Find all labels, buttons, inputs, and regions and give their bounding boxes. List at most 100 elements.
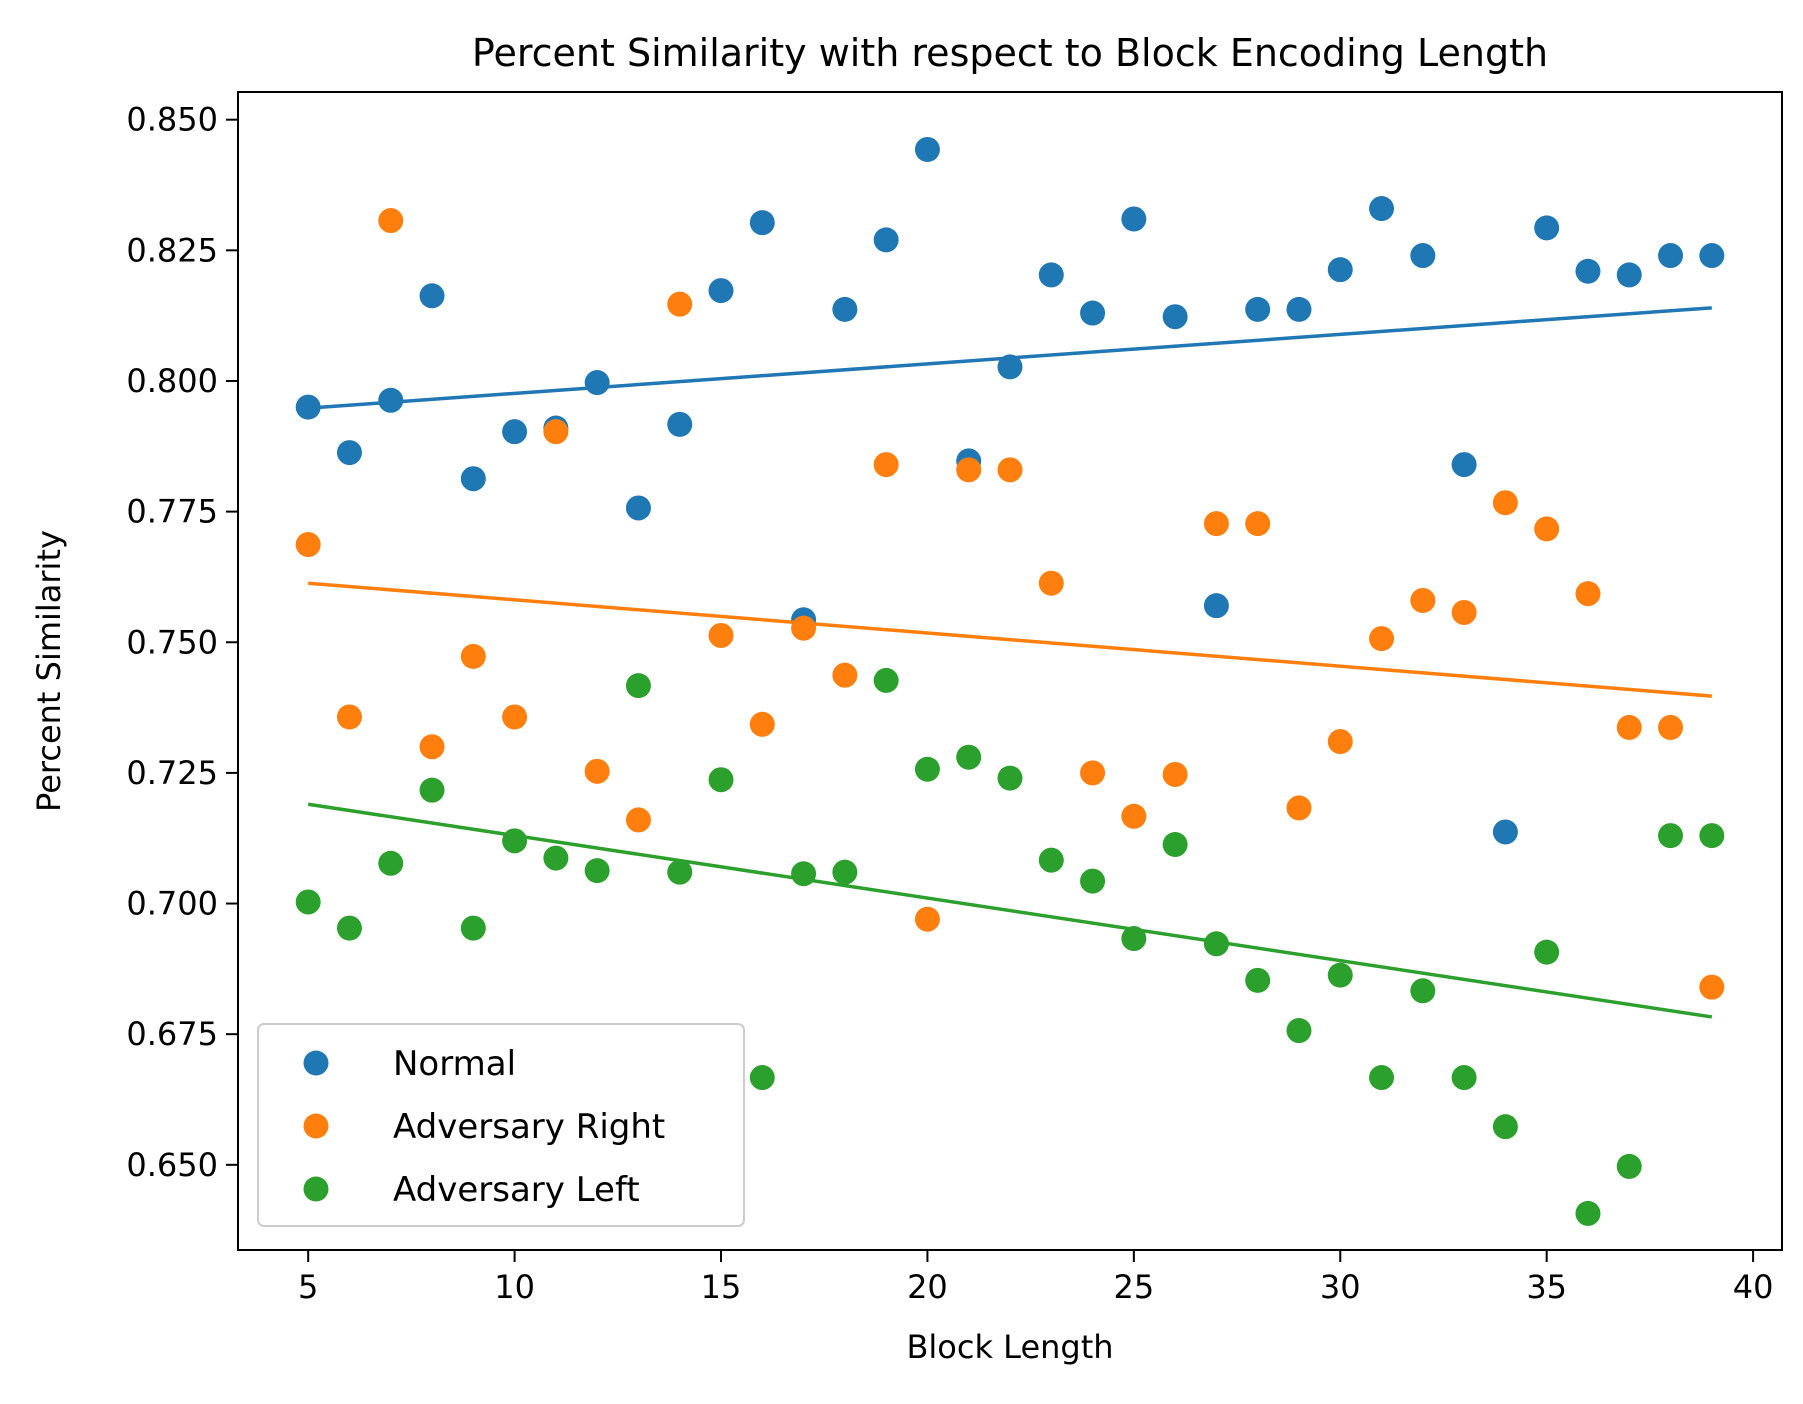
data-point <box>1410 978 1436 1004</box>
data-point <box>419 777 445 803</box>
data-point <box>1080 868 1106 894</box>
data-point <box>1534 516 1560 542</box>
data-point <box>336 440 362 466</box>
data-point <box>502 828 528 854</box>
x-tick-label: 40 <box>1733 1268 1774 1306</box>
data-point <box>1327 962 1353 988</box>
data-point <box>873 227 899 253</box>
data-point <box>1080 760 1106 786</box>
data-point <box>997 765 1023 791</box>
data-point <box>584 370 610 396</box>
data-point <box>1492 819 1518 845</box>
x-tick-label: 25 <box>1113 1268 1154 1306</box>
data-point <box>997 457 1023 483</box>
data-point <box>1492 490 1518 516</box>
data-point <box>1534 215 1560 241</box>
data-point <box>1121 803 1147 829</box>
data-point <box>749 210 775 236</box>
data-point <box>1038 570 1064 596</box>
data-point <box>873 452 899 478</box>
data-point <box>1699 974 1725 1000</box>
x-tick-label: 10 <box>494 1268 535 1306</box>
data-point <box>502 704 528 730</box>
legend-label: Normal <box>393 1044 516 1084</box>
data-point <box>956 744 982 770</box>
data-point <box>336 915 362 941</box>
x-tick-label: 15 <box>701 1268 742 1306</box>
data-point <box>502 419 528 445</box>
data-point <box>1286 795 1312 821</box>
x-axis: 5 10 15 20 25 30 35 40 <box>298 1250 1773 1306</box>
y-tick-label: 0.800 <box>126 362 218 400</box>
legend-label: Adversary Left <box>393 1170 640 1210</box>
data-point <box>336 704 362 730</box>
data-point <box>1410 243 1436 269</box>
trend-line <box>307 802 1713 1019</box>
data-point <box>1369 1065 1395 1091</box>
plot-area <box>295 136 1725 1226</box>
y-tick-label: 0.700 <box>126 885 218 923</box>
data-point <box>1492 1114 1518 1140</box>
data-point <box>873 667 899 693</box>
x-tick-label: 20 <box>907 1268 948 1306</box>
data-point <box>1575 1200 1601 1226</box>
y-tick-label: 0.725 <box>126 754 218 792</box>
legend-label: Adversary Right <box>393 1107 665 1147</box>
data-point <box>749 1065 775 1091</box>
data-point <box>1286 1018 1312 1044</box>
data-point <box>1162 831 1188 857</box>
data-point <box>708 278 734 304</box>
data-point <box>1699 243 1725 269</box>
data-point <box>667 859 693 885</box>
data-point <box>419 734 445 760</box>
data-point <box>1245 296 1271 322</box>
legend-marker <box>303 1113 329 1139</box>
data-point <box>791 615 817 641</box>
data-point <box>1162 304 1188 330</box>
data-point <box>1658 823 1684 849</box>
data-point <box>1038 847 1064 873</box>
data-point <box>1410 587 1436 613</box>
data-point <box>1245 967 1271 993</box>
data-point <box>1534 939 1560 965</box>
data-point <box>1162 761 1188 787</box>
data-point <box>1121 926 1147 952</box>
data-point <box>378 850 404 876</box>
legend-marker <box>303 1176 329 1202</box>
data-point <box>1080 300 1106 326</box>
y-tick-label: 0.775 <box>126 493 218 531</box>
data-point <box>625 495 651 521</box>
trend-line <box>308 306 1712 410</box>
data-point <box>708 767 734 793</box>
series-2 <box>295 667 1725 1226</box>
data-point <box>1203 511 1229 537</box>
data-point <box>378 208 404 234</box>
data-point <box>584 858 610 884</box>
data-point <box>749 711 775 737</box>
data-point <box>543 845 569 871</box>
data-point <box>914 136 940 162</box>
data-point <box>1575 258 1601 284</box>
data-point <box>914 906 940 932</box>
trend-line <box>308 581 1712 698</box>
y-tick-label: 0.650 <box>126 1146 218 1184</box>
data-point <box>460 643 486 669</box>
chart-title: Percent Similarity with respect to Block… <box>472 31 1548 75</box>
data-point <box>1575 581 1601 607</box>
legend: Normal Adversary Right Adversary Left <box>257 1023 745 1227</box>
y-tick-label: 0.850 <box>126 101 218 139</box>
data-point <box>667 411 693 437</box>
series-0 <box>295 136 1725 845</box>
data-point <box>1038 262 1064 288</box>
data-point <box>1327 257 1353 283</box>
data-point <box>1451 599 1477 625</box>
x-tick-label: 35 <box>1526 1268 1567 1306</box>
data-point <box>460 466 486 492</box>
data-point <box>1245 511 1271 537</box>
data-point <box>625 807 651 833</box>
series-1 <box>295 208 1725 1000</box>
data-point <box>1616 1153 1642 1179</box>
data-point <box>1327 729 1353 755</box>
